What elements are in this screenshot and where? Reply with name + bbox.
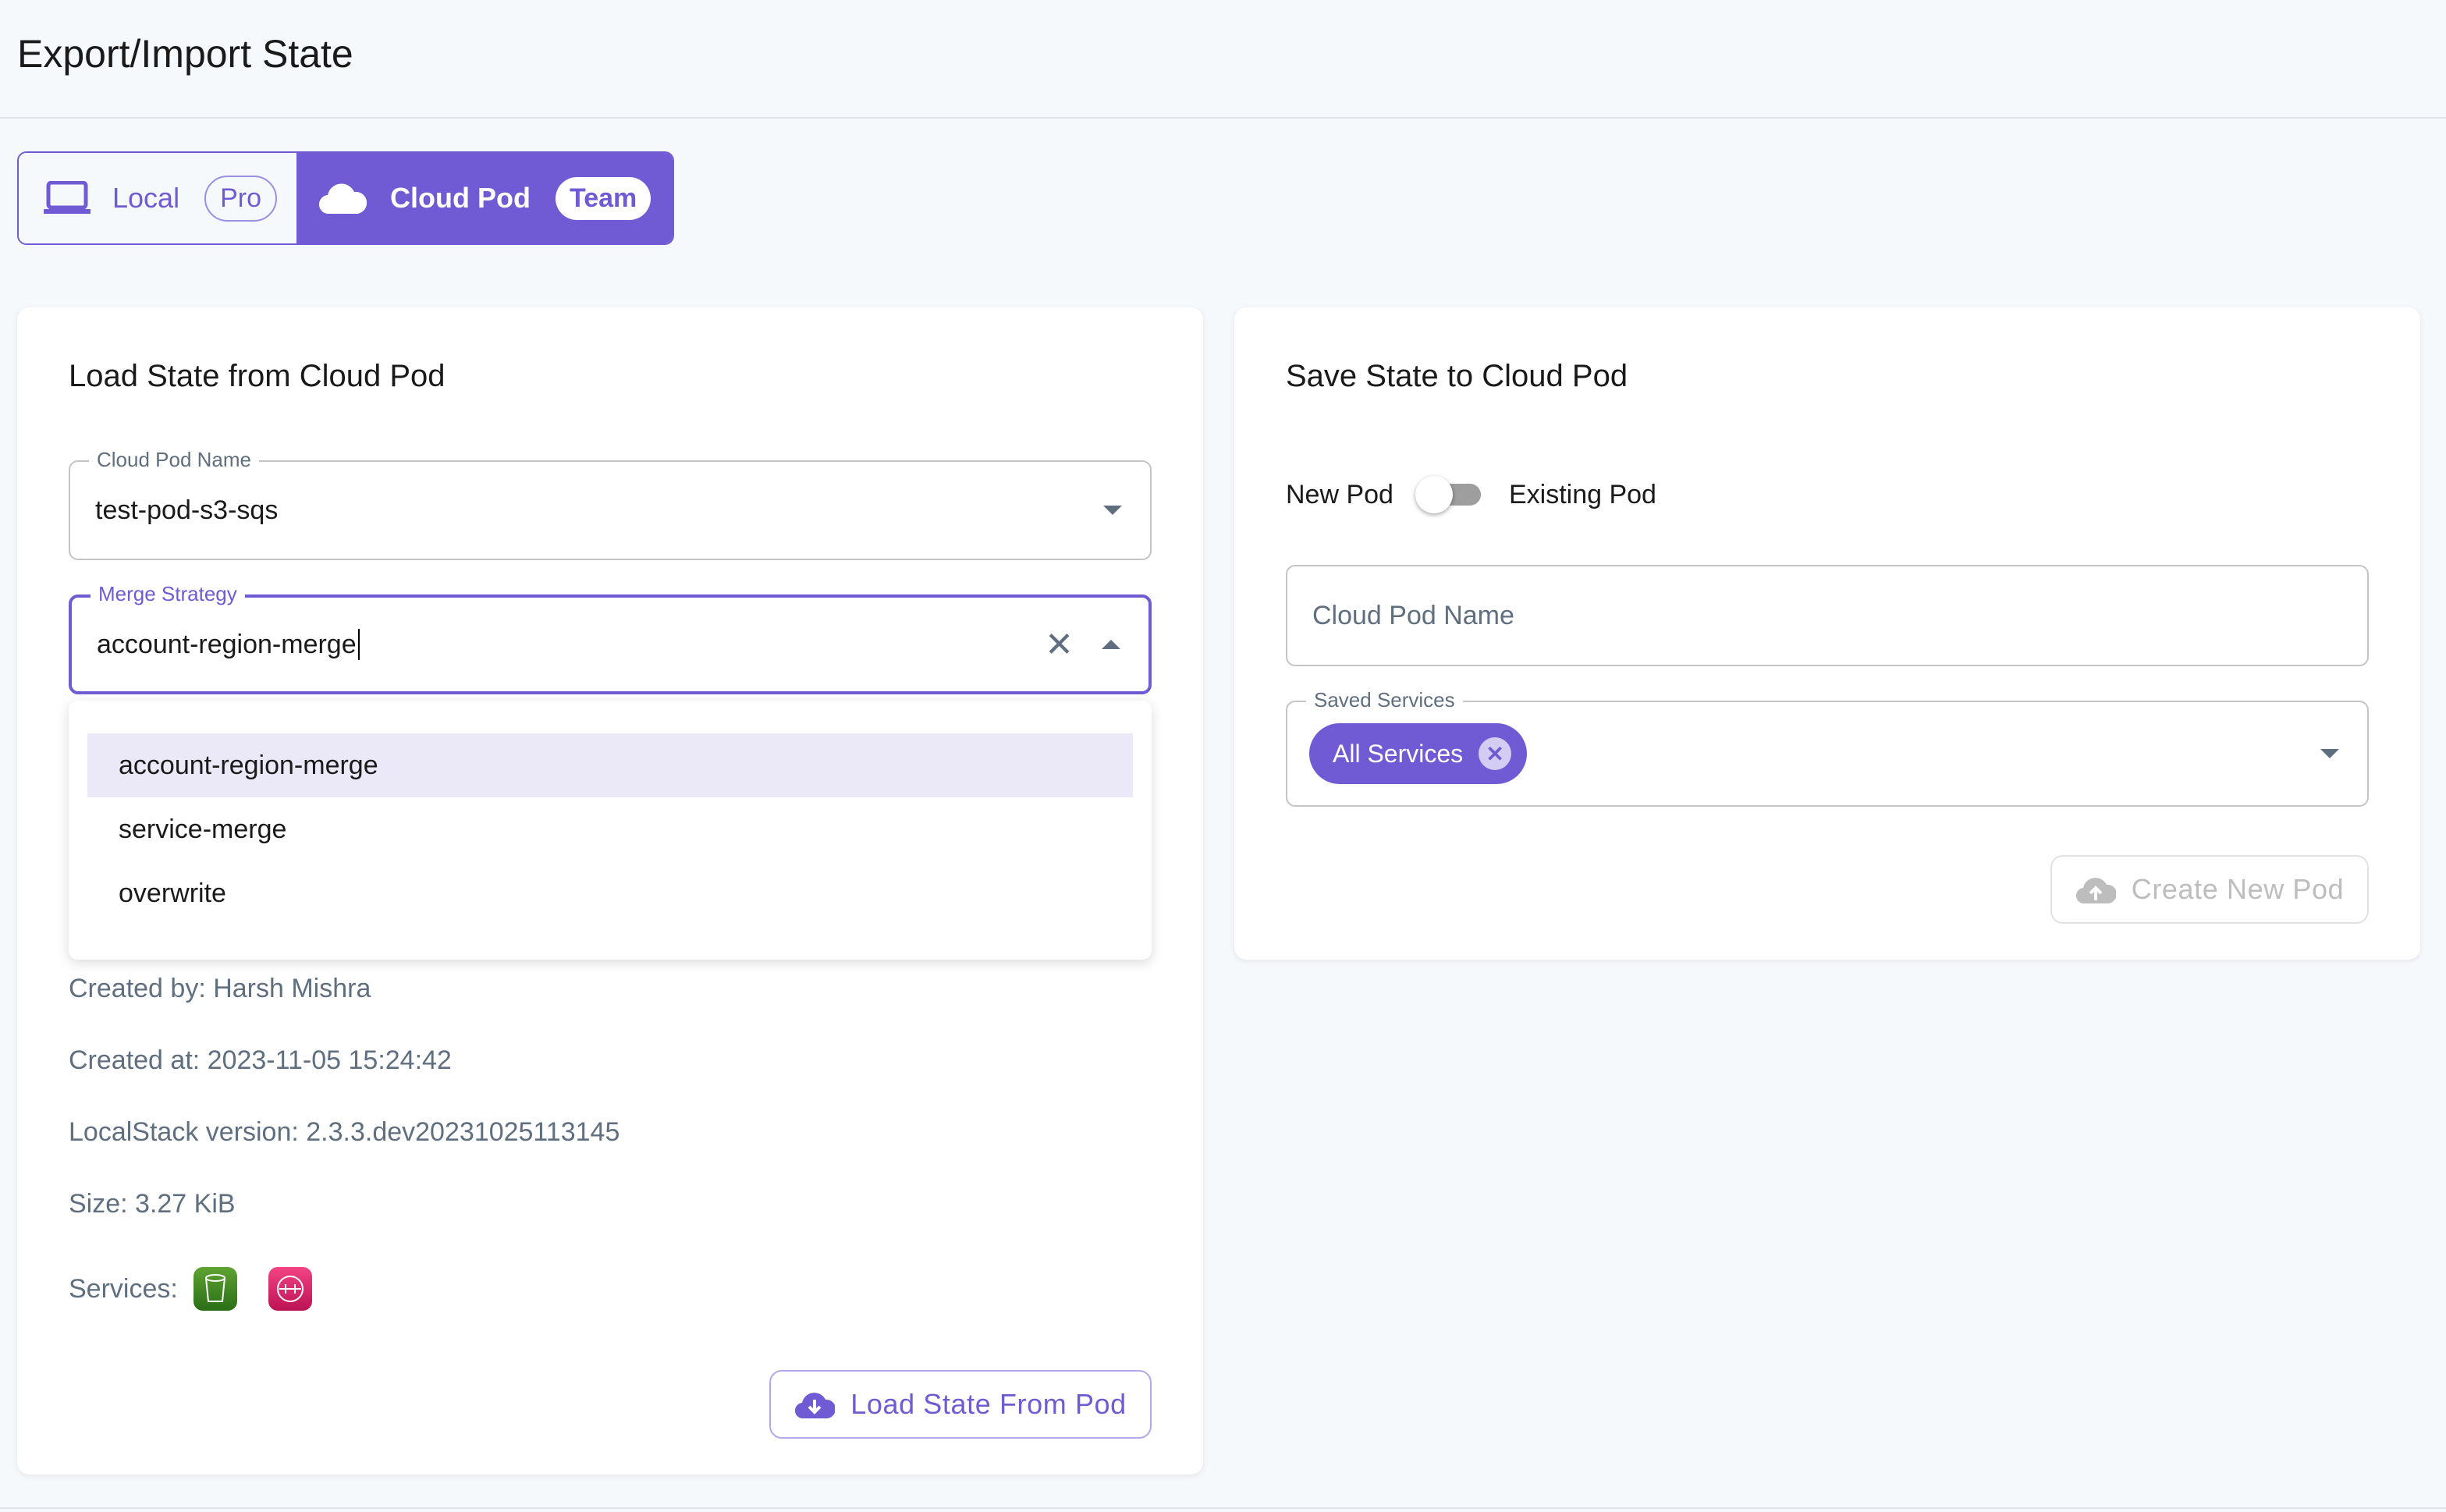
divider [0,117,2446,119]
create-new-pod-label: Create New Pod [2131,873,2345,905]
mode-tabs: Local Pro Cloud Pod Team [17,151,674,245]
chevron-down-icon[interactable] [2320,749,2339,758]
saved-services-select[interactable]: Saved Services All Services ✕ [1286,688,2369,807]
created-by: Created by: Harsh Mishra [69,974,371,1003]
tab-local[interactable]: Local Pro [19,153,296,243]
save-card-title: Save State to Cloud Pod [1286,359,1628,393]
clear-icon[interactable]: ✕ [1045,625,1074,664]
input-placeholder: Cloud Pod Name [1312,600,1514,630]
tab-local-label: Local [112,182,180,214]
created-at: Created at: 2023-11-05 15:24:42 [69,1045,452,1075]
menu-option[interactable]: overwrite [119,878,226,908]
field-label: Merge Strategy [91,582,245,606]
select-value: test-pod-s3-sqs [95,495,279,525]
footer-divider [0,1507,2446,1509]
field-label: Cloud Pod Name [89,448,259,472]
save-state-card: Save State to Cloud Pod New Pod Existing… [1234,307,2420,960]
load-state-button-label: Load State From Pod [850,1388,1127,1420]
cloud-download-icon [795,1393,836,1419]
chip-remove-icon[interactable]: ✕ [1479,737,1512,770]
pro-badge: Pro [204,175,277,222]
input-value: account-region-merge [97,629,357,659]
merge-strategy-input[interactable]: Merge Strategy account-region-merge ✕ [69,582,1152,694]
menu-option[interactable]: account-region-merge [87,733,1133,797]
localstack-version: LocalStack version: 2.3.3.dev20231025113… [69,1117,620,1147]
pod-size: Size: 3.27 KiB [69,1189,236,1219]
cloud-pod-name-input[interactable]: Cloud Pod Name [1286,565,2369,666]
cloud-icon [318,183,367,215]
existing-pod-label: Existing Pod [1508,479,1656,509]
pod-mode-switch[interactable] [1415,476,1487,513]
cloud-upload-icon [2075,878,2116,904]
menu-option[interactable]: service-merge [119,814,287,844]
load-state-button[interactable]: Load State From Pod [769,1370,1152,1439]
services-row: Services: [69,1267,312,1311]
load-state-card: Load State from Cloud Pod Cloud Pod Name… [17,307,1203,1475]
sqs-queue-icon [268,1267,312,1311]
pod-mode-toggle-row: New Pod Existing Pod [1286,476,1656,513]
new-pod-label: New Pod [1286,479,1393,509]
chevron-up-icon[interactable] [1102,640,1120,649]
merge-strategy-menu: account-region-merge service-merge overw… [69,701,1152,960]
cloud-pod-name-select[interactable]: Cloud Pod Name test-pod-s3-sqs [69,448,1152,560]
laptop-icon [44,181,91,214]
load-card-title: Load State from Cloud Pod [69,359,446,393]
create-new-pod-button[interactable]: Create New Pod [2050,855,2369,924]
services-label: Services: [69,1273,178,1304]
page-title: Export/Import State [17,32,353,76]
field-label: Saved Services [1306,688,1463,712]
tab-cloud-pod-label: Cloud Pod [390,182,531,214]
team-badge: Team [555,176,651,220]
chip-label: All Services [1333,739,1464,768]
all-services-chip[interactable]: All Services ✕ [1309,723,1528,784]
s3-bucket-icon [193,1267,237,1311]
chevron-down-icon[interactable] [1103,506,1122,515]
tab-cloud-pod[interactable]: Cloud Pod Team [296,153,673,243]
text-cursor [357,629,360,660]
